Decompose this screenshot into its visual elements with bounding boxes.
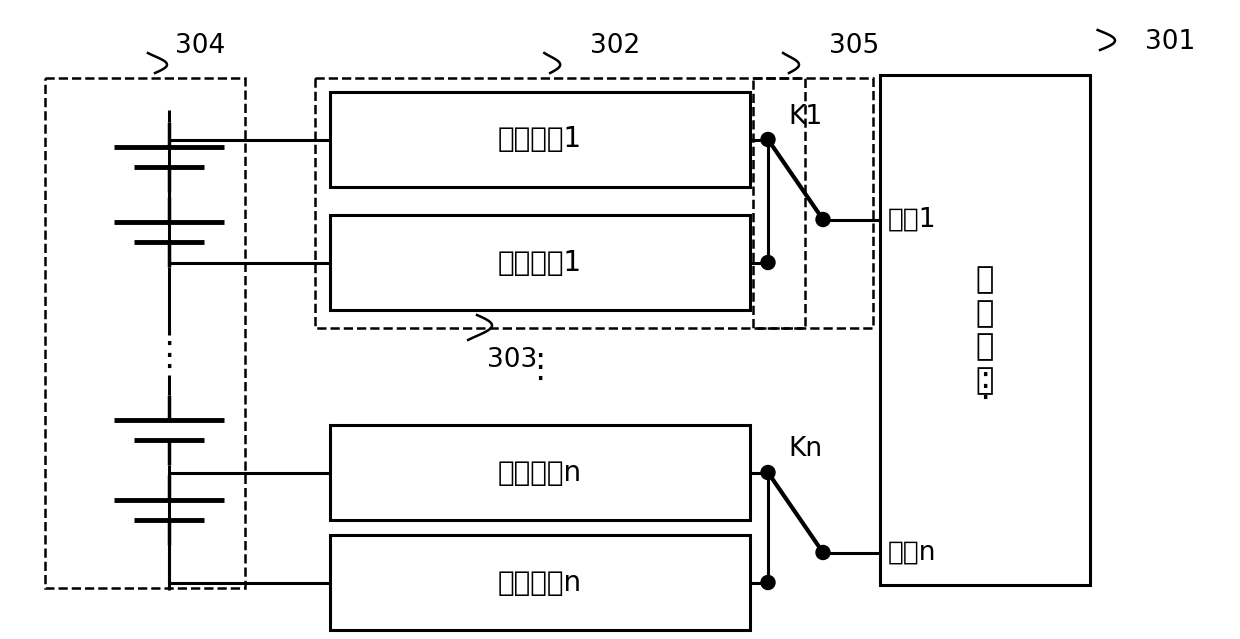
Text: 采集模块n: 采集模块n [498,459,582,486]
Text: 通道n: 通道n [888,539,936,566]
Text: 采集模块1: 采集模块1 [498,125,582,153]
Circle shape [761,465,775,479]
Text: 305: 305 [830,33,879,59]
Text: ⋮: ⋮ [153,339,186,371]
Bar [45,78,246,588]
Bar [330,215,750,310]
Text: ⋮: ⋮ [523,351,557,384]
Text: 均衡模块1: 均衡模块1 [498,249,582,277]
Text: 303: 303 [487,347,537,373]
Circle shape [761,132,775,146]
Bar [880,75,1090,585]
Text: 302: 302 [590,33,640,59]
Text: ⋮: ⋮ [968,369,1002,403]
Bar [315,78,805,328]
Bar [330,92,750,187]
Circle shape [816,546,830,560]
Text: 304: 304 [175,33,226,59]
Text: 通道1: 通道1 [888,206,936,233]
Bar [753,78,873,328]
Bar [330,425,750,520]
Circle shape [761,256,775,270]
Text: 控
制
模
块: 控 制 模 块 [976,265,994,395]
Bar [330,535,750,630]
Circle shape [816,213,830,226]
Circle shape [761,576,775,590]
Text: 301: 301 [1145,29,1195,55]
Text: Kn: Kn [787,436,822,463]
Text: 均衡模块n: 均衡模块n [498,569,582,596]
Text: K1: K1 [787,104,822,130]
